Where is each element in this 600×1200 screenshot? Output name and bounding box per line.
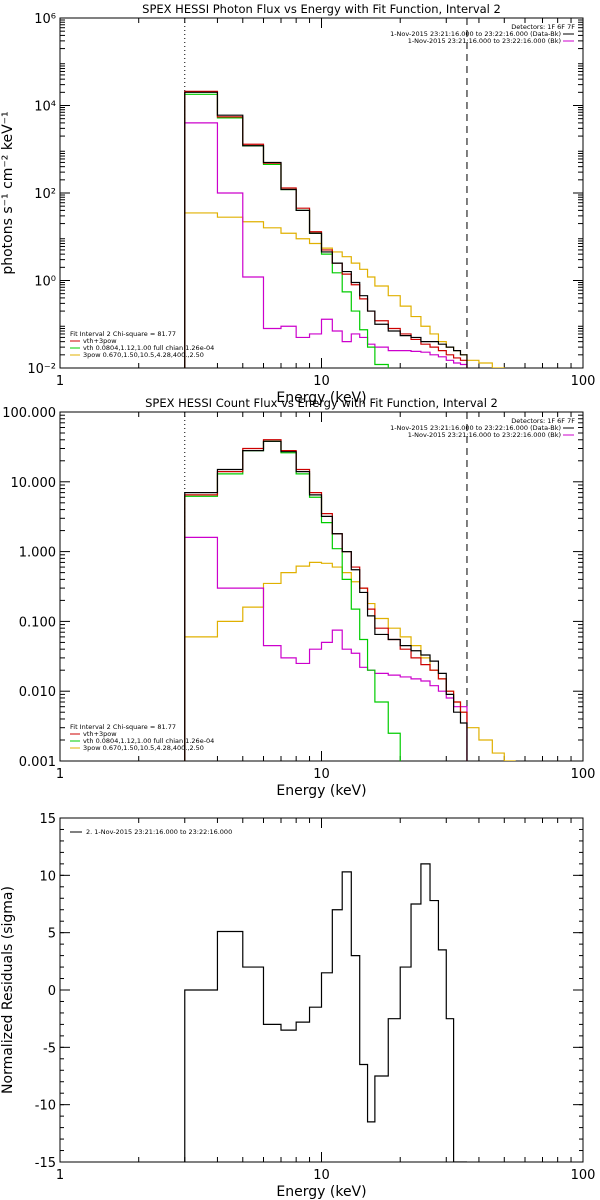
y-tick-label: 10⁴ <box>34 100 56 115</box>
series-residuals-line <box>184 863 467 1162</box>
y-tick-label: -5 <box>43 1041 56 1056</box>
series-total-line <box>184 440 468 761</box>
x-tick-label: 10 <box>313 767 330 782</box>
y-tick-label: -10 <box>35 1099 56 1114</box>
y-tick-label: 0.010 <box>19 685 56 700</box>
x-tick-label: 1 <box>56 374 64 389</box>
x-tick-label: 1 <box>56 767 64 782</box>
y-tick-label: -15 <box>35 1156 56 1171</box>
y-tick-label: 10⁰ <box>34 275 56 290</box>
chart-panel-3: 1 10 100 Energy (keV) -15 -10 -5 0 5 10 15 Normaliz… <box>0 812 595 1200</box>
y-tick-label: 15 <box>39 812 56 827</box>
legend-entry: 3pow 0.670,1.50,10.5,4.28,400.,2.50 <box>83 744 204 752</box>
y-tick-label: 10⁻² <box>27 362 56 377</box>
x-tick-label: 10 <box>313 374 330 389</box>
y-tick-label: 5 <box>48 927 56 942</box>
legend-entry: 2. 1-Nov-2015 23:21:16.000 to 23:22:16.0… <box>86 828 232 836</box>
y-tick-label: 10⁶ <box>34 12 56 27</box>
series-vth-line <box>184 93 389 368</box>
legend-entry: vth 0.0804,1.12,1.00 full chian 1.26e-04 <box>83 737 214 745</box>
x-axis-label: Energy (keV) <box>276 390 366 406</box>
series-bkg-line <box>184 536 468 761</box>
legend-entry: vth+3pow <box>83 730 117 738</box>
legend-detectors: Detectors: 1F 6F 7F <box>511 23 575 31</box>
series-total-line <box>184 91 468 368</box>
chart-title: SPEX HESSI Count Flux vs Energy with Fit… <box>145 396 498 410</box>
data-layer <box>184 439 516 761</box>
y-tick-label: 10 <box>39 869 56 884</box>
x-tick-label: 100 <box>571 767 596 782</box>
y-tick-label: 1.000 <box>19 546 56 561</box>
chart-panel-2: SPEX HESSI Count Flux vs Energy with Fit… <box>2 396 595 799</box>
series-model-line <box>184 90 468 368</box>
x-axis-label: Energy (keV) <box>276 783 366 799</box>
data-layer <box>184 863 467 1162</box>
y-tick-label: 10² <box>34 187 56 202</box>
series-bkg-line <box>184 122 468 368</box>
x-tick-label: 10 <box>313 1168 330 1183</box>
series-power-line <box>184 561 516 761</box>
legend-fit-info: Fit Interval 2 Chi-square = 81.77 <box>70 723 176 731</box>
y-axis-label: photons s⁻¹ cm⁻² keV⁻¹ <box>0 111 16 274</box>
legend-entry: vth 0.0804,1.12,1.00 full chian 1.26e-04 <box>83 344 214 352</box>
y-axis-label: Normalized Residuals (sigma) <box>0 886 16 1094</box>
legend-entry: 1-Nov-2015 23:21:16.000 to 23:22:16.000 … <box>408 431 561 439</box>
x-tick-label: 1 <box>56 1168 64 1183</box>
chart-panel-1: SPEX HESSI Photon Flux vs Energy with Fi… <box>0 2 595 406</box>
x-tick-label: 100 <box>571 1168 596 1183</box>
series-model-line <box>184 439 468 761</box>
legend-entry: 1-Nov-2015 23:21:16.000 to 23:22:16.000 … <box>408 37 561 45</box>
data-layer <box>184 90 505 368</box>
legend-detectors: Detectors: 1F 6F 7F <box>511 417 575 425</box>
x-axis-label: Energy (keV) <box>276 1184 366 1200</box>
y-tick-label: 10.000 <box>11 476 57 491</box>
chart-title: SPEX HESSI Photon Flux vs Energy with Fi… <box>142 2 501 16</box>
y-tick-label: 0 <box>48 984 56 999</box>
plot-frame <box>59 411 584 762</box>
y-tick-label: 0.001 <box>19 755 56 770</box>
legend-entry: vth+3pow <box>83 337 117 345</box>
legend-fit-info: Fit Interval 2 Chi-square = 81.77 <box>70 330 176 338</box>
y-tick-label: 100.000 <box>2 406 56 421</box>
y-tick-label: 0.100 <box>19 615 56 630</box>
x-tick-label: 100 <box>571 374 596 389</box>
plot-frame <box>59 17 584 369</box>
legend-entry: 1-Nov-2015 23:21:16.000 to 23:22:16.000 … <box>390 30 561 38</box>
legend-entry: 1-Nov-2015 23:21:16.000 to 23:22:16.000 … <box>390 424 561 432</box>
legend-entry: 3pow 0.670,1.50,10.5,4.28,400.,2.50 <box>83 351 204 359</box>
